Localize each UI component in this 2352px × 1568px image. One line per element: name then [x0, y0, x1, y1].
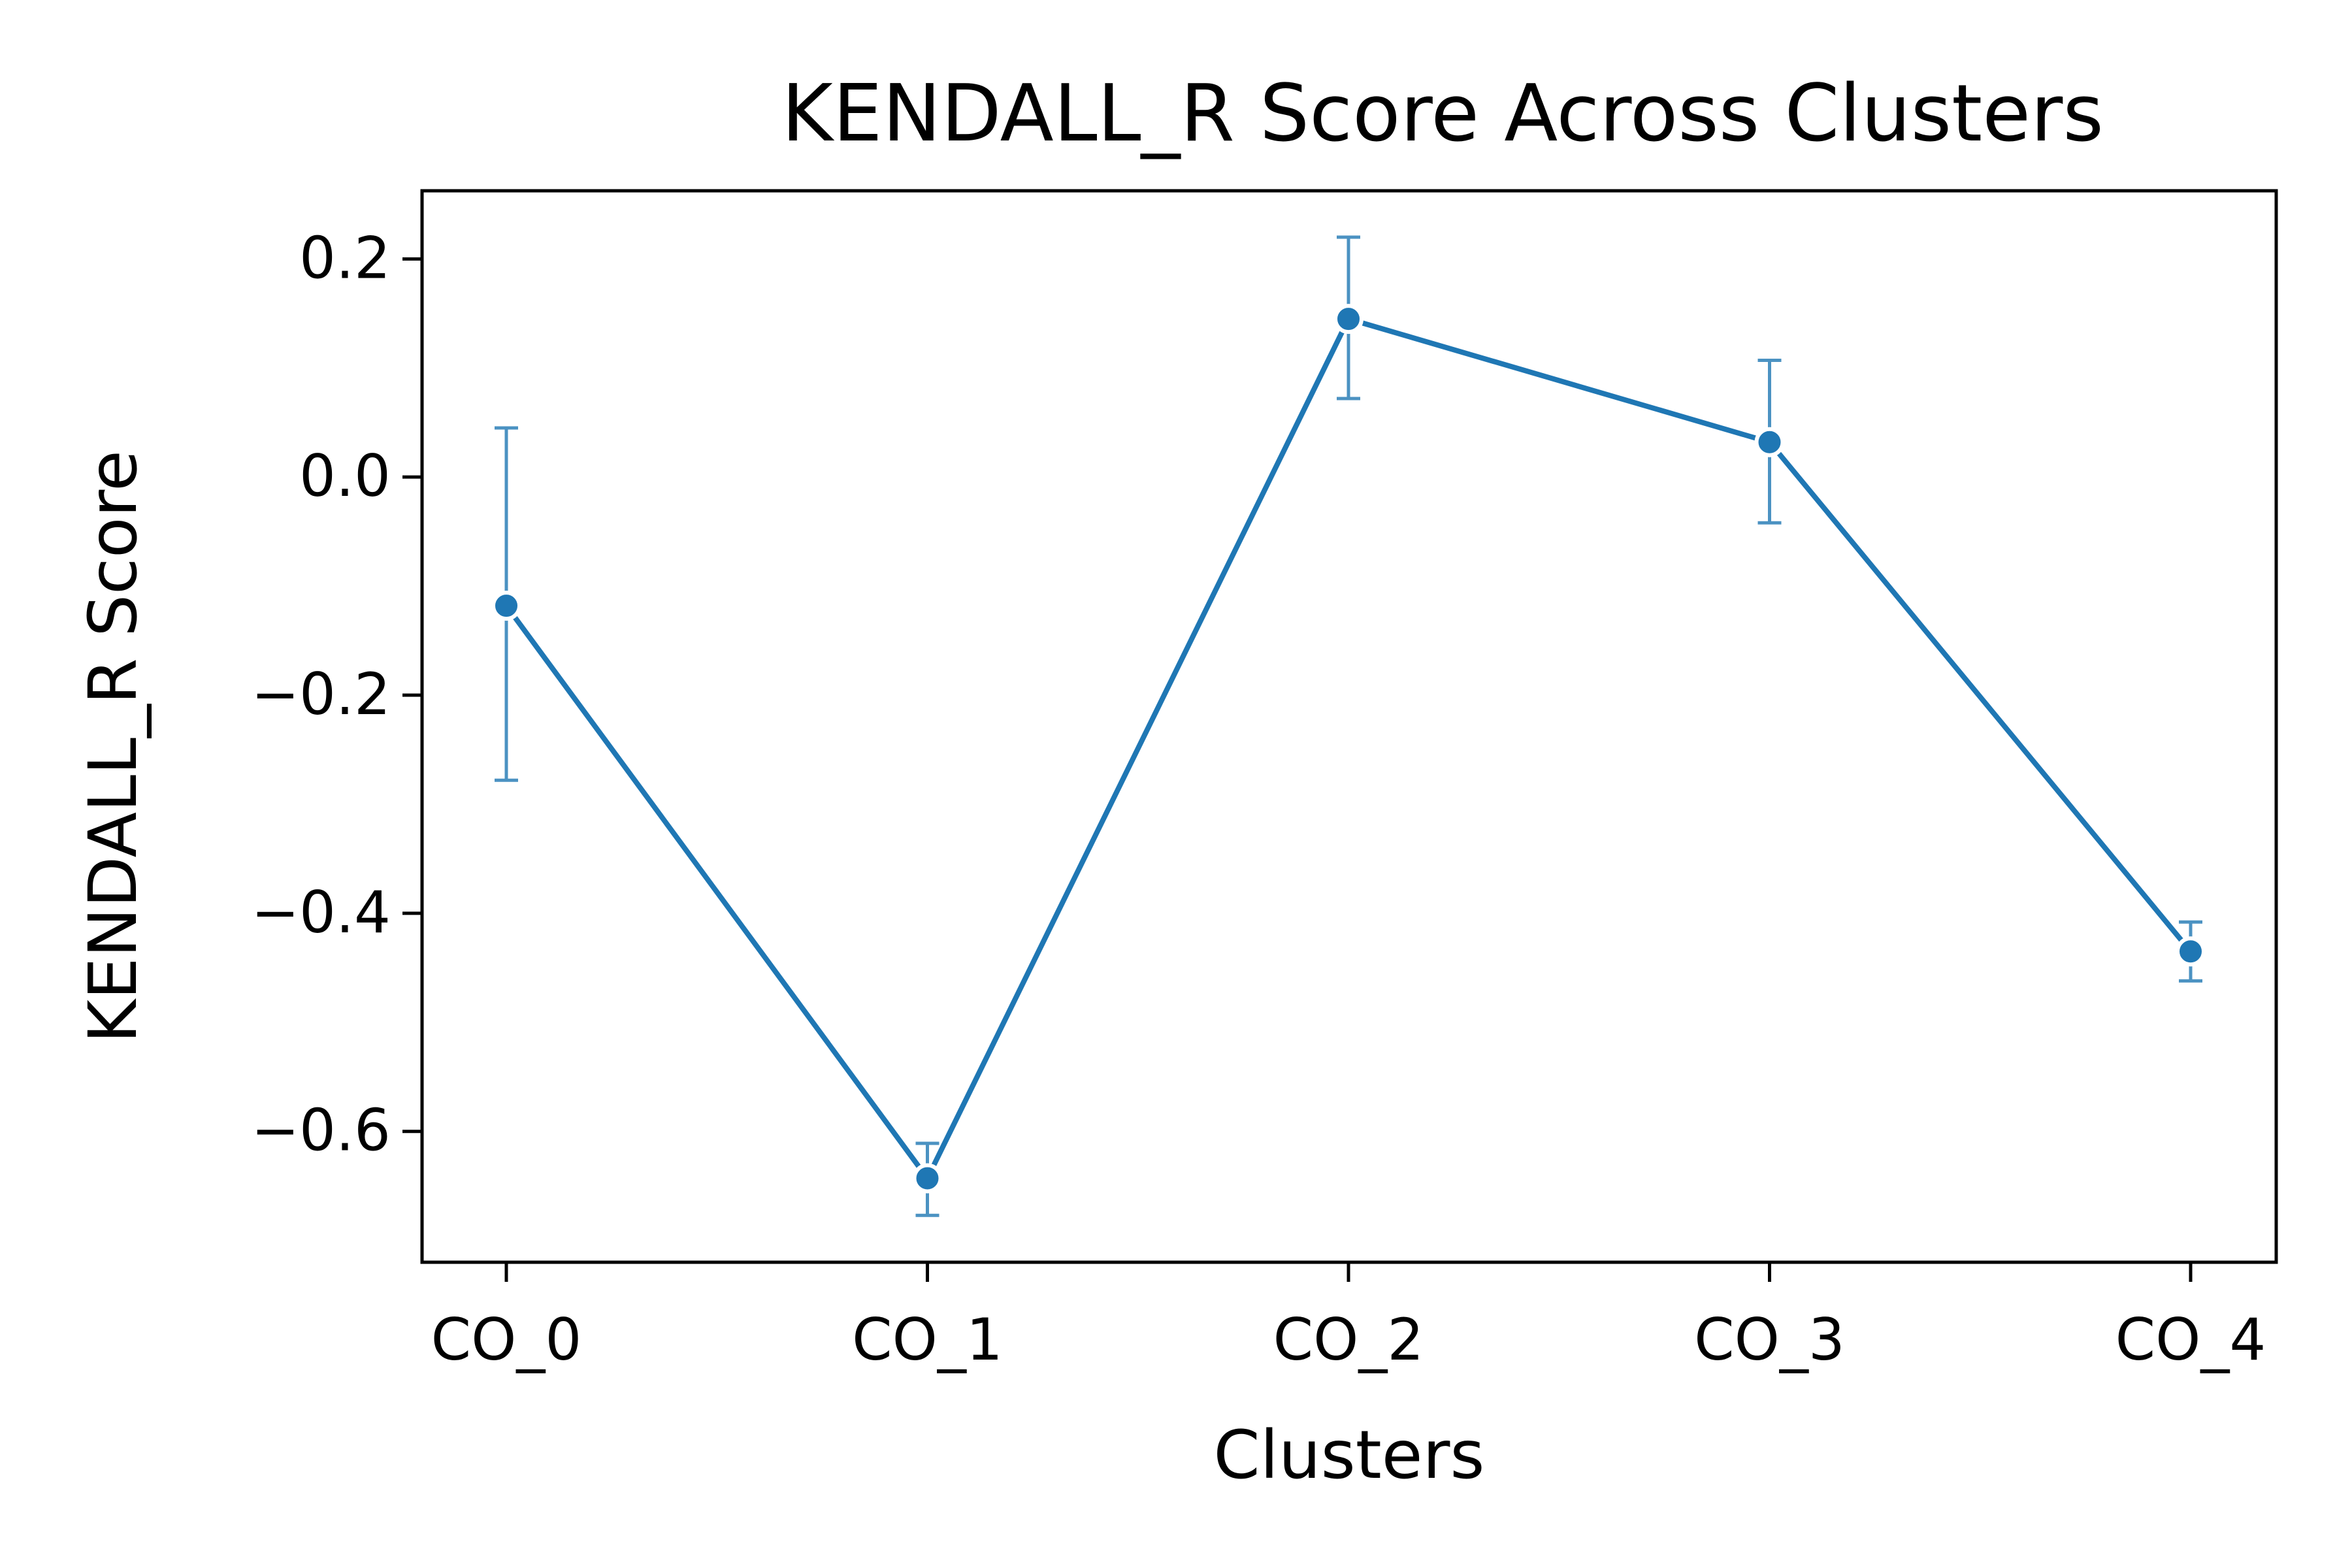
y-tick-label: −0.4	[251, 879, 391, 946]
x-tick-label: CO_1	[852, 1306, 1003, 1373]
x-tick-label: CO_0	[431, 1306, 582, 1373]
data-point	[912, 1163, 943, 1194]
x-tick-label: CO_2	[1273, 1306, 1424, 1373]
data-point	[1754, 427, 1785, 457]
chart-title: KENDALL_R Score Across Clusters	[781, 69, 2104, 159]
y-tick-label: −0.6	[251, 1097, 391, 1164]
y-tick-label: −0.2	[251, 661, 391, 728]
plot-area	[491, 235, 2206, 1217]
y-axis-label: KENDALL_R Score	[74, 450, 152, 1043]
data-point	[1333, 304, 1364, 335]
y-tick-label: 0.0	[299, 442, 391, 510]
y-tick-label: 0.2	[299, 224, 391, 291]
x-tick-label: CO_3	[1694, 1306, 1845, 1373]
data-point	[2176, 936, 2206, 967]
data-point	[491, 591, 521, 621]
x-tick-label: CO_4	[2115, 1306, 2266, 1373]
x-axis-label: Clusters	[1213, 1416, 1484, 1494]
